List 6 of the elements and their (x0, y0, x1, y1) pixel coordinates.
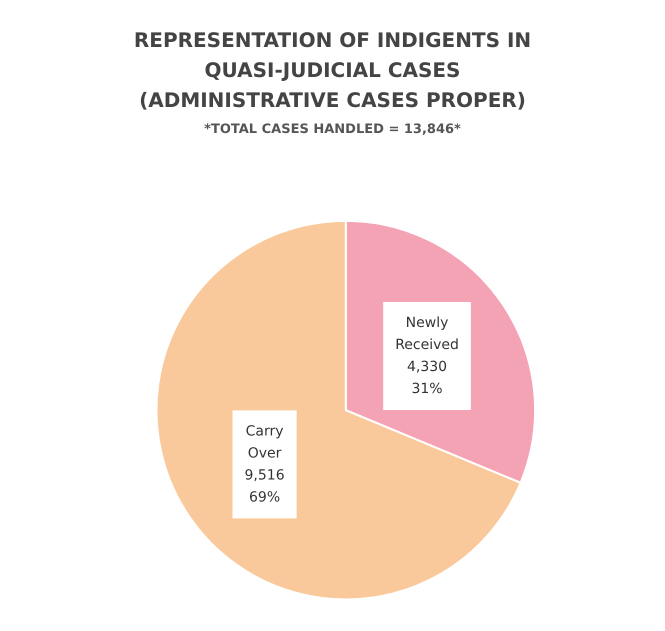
data-label: 9,516 69% (244, 467, 285, 506)
chart-subtitle: *TOTAL CASES HANDLED = 13,846* (204, 122, 462, 137)
slice-label: Carry Over (246, 423, 284, 462)
slice-label: Newly Received (395, 314, 459, 353)
data-label: 4,330 31% (406, 358, 448, 397)
chart-title: REPRESENTATION OF INDIGENTS IN QUASI-JUDICIAL CASES (ADMINISTRATIVE CASES PROPER) (134, 28, 532, 112)
